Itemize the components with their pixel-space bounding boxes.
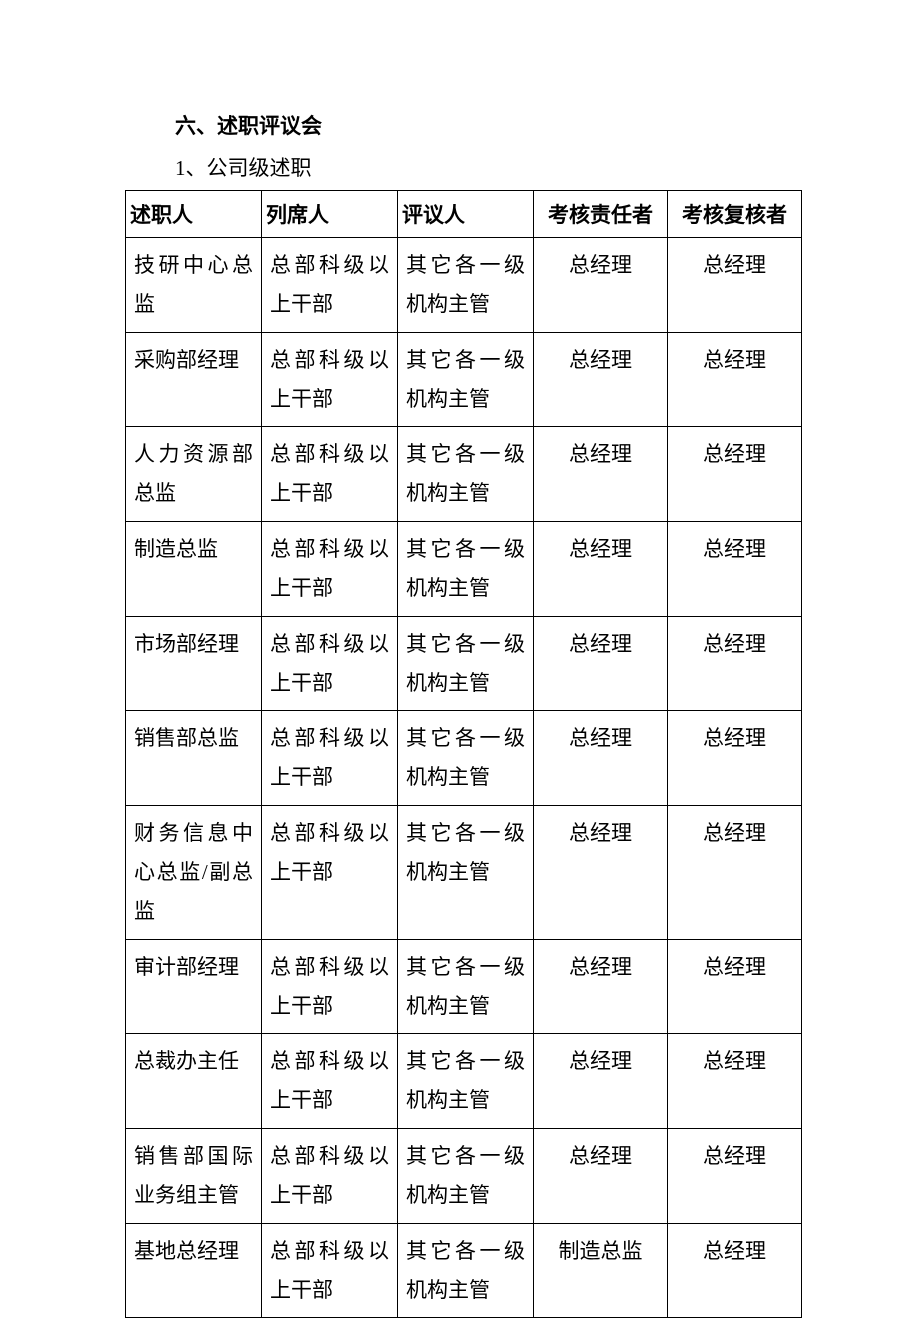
table-header-cell: 列席人: [262, 191, 398, 238]
section-subheading: 1、公司级述职: [175, 152, 795, 182]
table-cell: 人力资源部总监: [126, 427, 262, 522]
table-cell: 总部科级以上干部: [262, 1129, 398, 1224]
table-cell: 采购部经理: [126, 332, 262, 427]
table-cell: 总经理: [668, 939, 802, 1034]
table-cell: 总经理: [534, 616, 668, 711]
table-row: 审计部经理总部科级以上干部其它各一级机构主管总经理总经理: [126, 939, 802, 1034]
table-row: 采购部经理总部科级以上干部其它各一级机构主管总经理总经理: [126, 332, 802, 427]
table-row: 基地总经理总部科级以上干部其它各一级机构主管制造总监总经理: [126, 1223, 802, 1318]
table-cell: 总经理: [668, 711, 802, 806]
table-cell: 市场部经理: [126, 616, 262, 711]
table-cell: 其它各一级机构主管: [398, 522, 534, 617]
table-cell: 总经理: [534, 332, 668, 427]
table-cell: 总部科级以上干部: [262, 522, 398, 617]
table-cell: 总经理: [534, 1034, 668, 1129]
table-body: 技研中心总监总部科级以上干部其它各一级机构主管总经理总经理采购部经理总部科级以上…: [126, 238, 802, 1318]
table-cell: 其它各一级机构主管: [398, 238, 534, 333]
table-cell: 其它各一级机构主管: [398, 332, 534, 427]
table-cell: 其它各一级机构主管: [398, 1034, 534, 1129]
table-row: 市场部经理总部科级以上干部其它各一级机构主管总经理总经理: [126, 616, 802, 711]
table-cell: 制造总监: [534, 1223, 668, 1318]
table-cell: 总经理: [668, 427, 802, 522]
table-header-row: 述职人 列席人 评议人 考核责任者 考核复核者: [126, 191, 802, 238]
table-row: 人力资源部总监总部科级以上干部其它各一级机构主管总经理总经理: [126, 427, 802, 522]
table-cell: 总经理: [534, 939, 668, 1034]
table-cell: 总经理: [534, 1129, 668, 1224]
table-cell: 总部科级以上干部: [262, 1223, 398, 1318]
table-header-cell: 考核责任者: [534, 191, 668, 238]
table-row: 技研中心总监总部科级以上干部其它各一级机构主管总经理总经理: [126, 238, 802, 333]
table-header-cell: 考核复核者: [668, 191, 802, 238]
review-meeting-table: 述职人 列席人 评议人 考核责任者 考核复核者 技研中心总监总部科级以上干部其它…: [125, 190, 802, 1318]
table-cell: 总经理: [668, 1223, 802, 1318]
table-cell: 总经理: [534, 711, 668, 806]
table-header-cell: 评议人: [398, 191, 534, 238]
table-cell: 总裁办主任: [126, 1034, 262, 1129]
table-cell: 总部科级以上干部: [262, 616, 398, 711]
table-cell: 总经理: [668, 238, 802, 333]
table-cell: 总经理: [668, 1034, 802, 1129]
table-row: 制造总监总部科级以上干部其它各一级机构主管总经理总经理: [126, 522, 802, 617]
table-cell: 其它各一级机构主管: [398, 427, 534, 522]
table-cell: 总经理: [534, 427, 668, 522]
table-cell: 销售部总监: [126, 711, 262, 806]
table-cell: 总部科级以上干部: [262, 806, 398, 940]
table-cell: 总部科级以上干部: [262, 427, 398, 522]
table-cell: 总部科级以上干部: [262, 1034, 398, 1129]
table-cell: 销售部国际业务组主管: [126, 1129, 262, 1224]
table-cell: 总经理: [534, 238, 668, 333]
table-cell: 其它各一级机构主管: [398, 1223, 534, 1318]
table-cell: 总部科级以上干部: [262, 711, 398, 806]
table-cell: 其它各一级机构主管: [398, 1129, 534, 1224]
table-cell: 其它各一级机构主管: [398, 806, 534, 940]
table-cell: 总经理: [668, 806, 802, 940]
table-cell: 总部科级以上干部: [262, 332, 398, 427]
table-cell: 财务信息中心总监/副总监: [126, 806, 262, 940]
table-cell: 总经理: [534, 522, 668, 617]
table-cell: 总部科级以上干部: [262, 939, 398, 1034]
table-header-cell: 述职人: [126, 191, 262, 238]
table-cell: 其它各一级机构主管: [398, 939, 534, 1034]
table-cell: 总经理: [534, 806, 668, 940]
table-cell: 其它各一级机构主管: [398, 616, 534, 711]
table-cell: 制造总监: [126, 522, 262, 617]
table-row: 销售部总监总部科级以上干部其它各一级机构主管总经理总经理: [126, 711, 802, 806]
table-row: 销售部国际业务组主管总部科级以上干部其它各一级机构主管总经理总经理: [126, 1129, 802, 1224]
table-cell: 总经理: [668, 1129, 802, 1224]
table-cell: 总经理: [668, 522, 802, 617]
table-cell: 其它各一级机构主管: [398, 711, 534, 806]
table-cell: 技研中心总监: [126, 238, 262, 333]
table-cell: 总经理: [668, 616, 802, 711]
section-heading: 六、述职评议会: [175, 110, 795, 140]
table-cell: 总部科级以上干部: [262, 238, 398, 333]
table-row: 总裁办主任总部科级以上干部其它各一级机构主管总经理总经理: [126, 1034, 802, 1129]
table-cell: 总经理: [668, 332, 802, 427]
table-row: 财务信息中心总监/副总监总部科级以上干部其它各一级机构主管总经理总经理: [126, 806, 802, 940]
table-cell: 审计部经理: [126, 939, 262, 1034]
table-cell: 基地总经理: [126, 1223, 262, 1318]
